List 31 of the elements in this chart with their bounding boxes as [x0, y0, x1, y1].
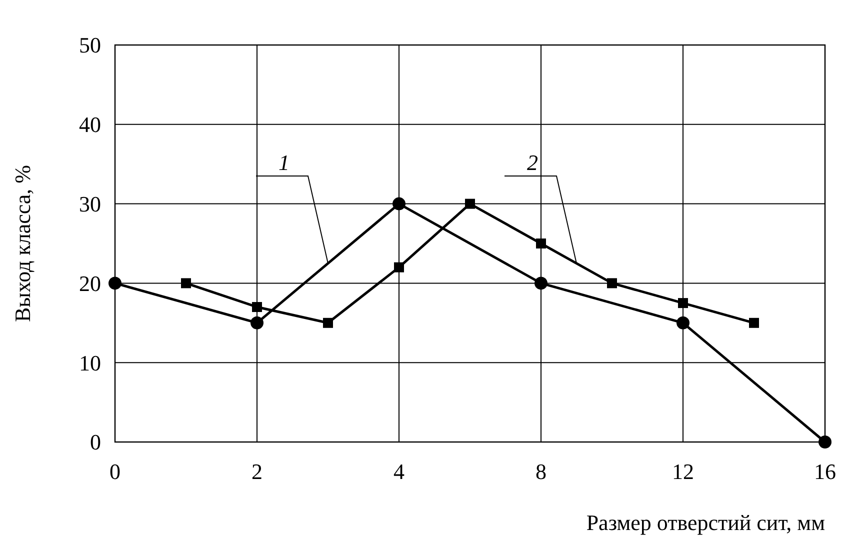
x-tick-label: 8: [536, 459, 546, 484]
x-tick-label: 4: [394, 459, 404, 484]
point: [676, 316, 690, 330]
point: [250, 316, 264, 330]
text: 2: [527, 150, 538, 176]
point: [818, 436, 832, 448]
point: [678, 298, 688, 308]
y-tick-label: 30: [79, 192, 101, 216]
x-tick-label: 16: [814, 459, 836, 484]
x-tick-label: 12: [672, 459, 694, 484]
point: [392, 197, 406, 210]
y-tick-label: 0: [90, 430, 101, 455]
y-tick-label: 50: [79, 32, 101, 58]
y-tick-label: 20: [79, 270, 101, 296]
text: 1: [278, 150, 290, 176]
y-tick-label: 40: [79, 112, 101, 138]
point: [108, 276, 122, 290]
x-axis-title: Размер отверстий сит, мм: [586, 510, 826, 535]
point: [252, 302, 262, 312]
y-axis-title: Выход класса, %: [10, 165, 35, 322]
point: [534, 276, 548, 290]
point: [536, 238, 546, 248]
point: [465, 198, 475, 209]
x-tick-label: 0: [110, 459, 120, 484]
point: [394, 262, 404, 272]
x-tick-label: 2: [252, 459, 262, 484]
y-tick-label: 10: [79, 350, 101, 376]
point: [181, 278, 191, 288]
point: [323, 318, 333, 328]
point: [749, 318, 759, 328]
point: [607, 278, 617, 288]
